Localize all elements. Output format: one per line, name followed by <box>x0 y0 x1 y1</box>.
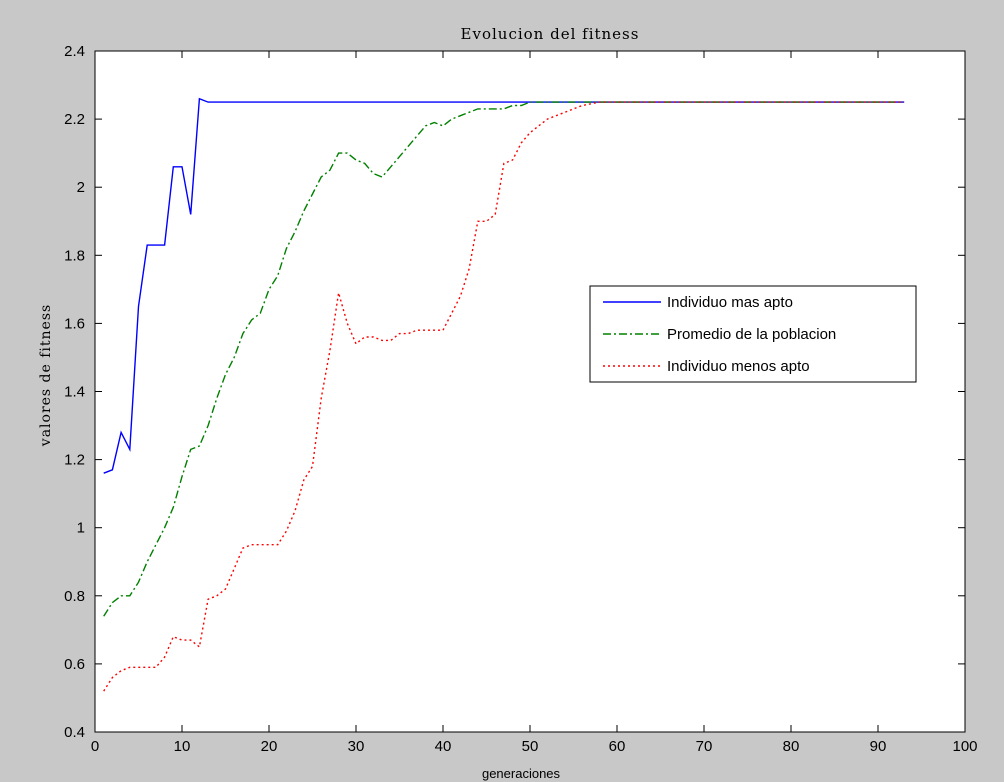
x-axis-label: generaciones <box>482 766 561 781</box>
series-line-2 <box>103 101 905 617</box>
y-tick-label: 1.6 <box>64 315 85 332</box>
x-tick-label: 40 <box>435 738 452 755</box>
y-tick-label: 0.6 <box>64 656 85 673</box>
x-tick-label: 0 <box>91 738 99 755</box>
y-tick-label: 1.4 <box>64 384 85 401</box>
series-line-1 <box>103 97 905 474</box>
x-tick-label: 90 <box>870 738 887 755</box>
y-axis-label: valores de fitness <box>38 304 54 447</box>
y-tick-label: 2.4 <box>64 43 85 60</box>
y-tick-label: 0.8 <box>64 588 85 605</box>
axis-ticks: 0 10 20 30 40 50 60 70 80 90 100 0.4 0.6 0.8 1 1.2 1.4 1.… <box>64 43 977 755</box>
y-tick-label: 1.2 <box>64 452 85 469</box>
y-tick-label: 2.2 <box>64 111 85 128</box>
x-tick-label: 50 <box>522 738 539 755</box>
legend: Individuo mas apto Promedio de la poblaci… <box>589 285 917 383</box>
x-tick-label: 30 <box>348 738 365 755</box>
y-tick-label: 1.8 <box>64 247 85 264</box>
x-tick-label: 70 <box>696 738 713 755</box>
chart-title: Evolucion del fitness <box>461 25 640 43</box>
x-tick-label: 10 <box>174 738 191 755</box>
x-tick-label: 80 <box>783 738 800 755</box>
legend-label-3: Individuo menos apto <box>667 358 810 375</box>
x-tick-label: 100 <box>952 738 977 755</box>
y-tick-label: 0.4 <box>64 724 85 741</box>
legend-label-2: Promedio de la poblacion <box>667 326 836 343</box>
y-tick-label: 1 <box>77 520 85 537</box>
x-tick-label: 20 <box>261 738 278 755</box>
plot-area <box>94 50 966 733</box>
y-tick-label: 2 <box>77 179 85 196</box>
series-lines <box>103 97 905 692</box>
legend-label-1: Individuo mas apto <box>667 294 793 311</box>
x-tick-label: 60 <box>609 738 626 755</box>
